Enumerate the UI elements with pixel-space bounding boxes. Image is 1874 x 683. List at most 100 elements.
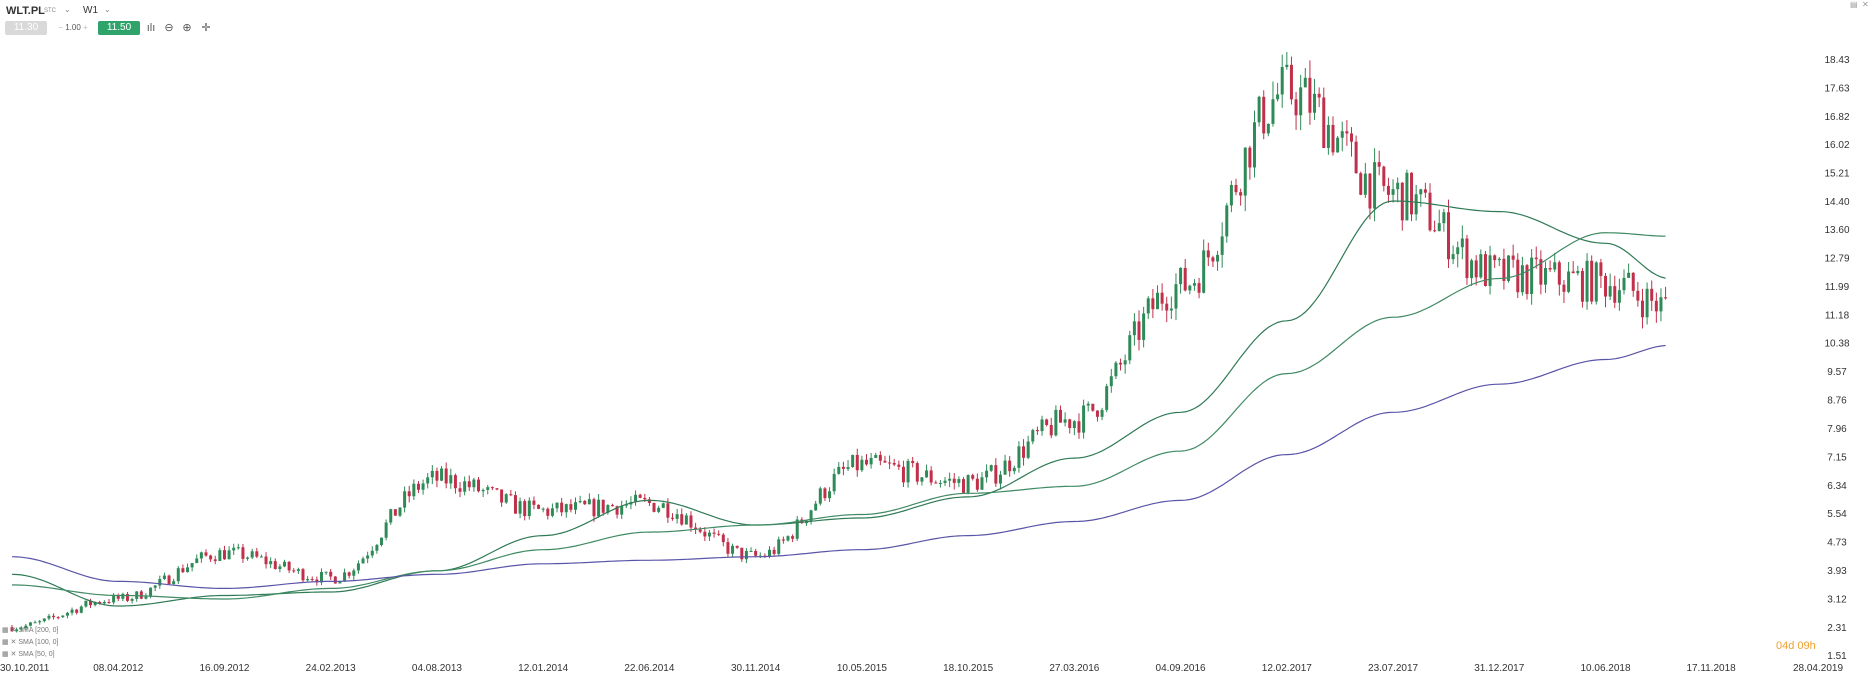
crosshair-icon[interactable]: ✛ bbox=[201, 22, 211, 34]
symbol-chevron-down-icon[interactable]: ⌄ bbox=[64, 5, 71, 14]
candle bbox=[421, 479, 425, 495]
candle-body bbox=[107, 601, 111, 603]
candle-body bbox=[361, 558, 365, 564]
candle-body bbox=[541, 508, 545, 510]
candle bbox=[347, 571, 351, 579]
candle-body bbox=[1049, 424, 1053, 436]
candle-body bbox=[130, 598, 134, 601]
candle bbox=[158, 575, 162, 589]
candle bbox=[1234, 178, 1238, 196]
symbol-label[interactable]: WLT.PL bbox=[6, 5, 45, 17]
candle-body bbox=[998, 474, 1002, 484]
window-mode-icon[interactable]: ▤ bbox=[1850, 0, 1858, 9]
candle bbox=[1368, 172, 1372, 220]
candle-body bbox=[144, 596, 148, 599]
candle-body bbox=[615, 506, 619, 515]
x-tick-label: 04.08.2013 bbox=[412, 663, 462, 674]
zoom-in-icon[interactable]: ⊕ bbox=[182, 22, 192, 34]
candle-body bbox=[1271, 99, 1275, 124]
candle-body bbox=[574, 502, 578, 510]
close-icon[interactable]: ✕ bbox=[1862, 0, 1869, 9]
candle-body bbox=[389, 509, 393, 523]
candle bbox=[1313, 78, 1317, 120]
candle bbox=[440, 466, 444, 482]
chart-type-icon[interactable]: ılı bbox=[146, 22, 156, 34]
candle-body bbox=[564, 504, 568, 513]
candle-body bbox=[407, 491, 411, 497]
candle bbox=[310, 576, 314, 582]
candle bbox=[1137, 310, 1141, 351]
candle-body bbox=[1192, 283, 1196, 286]
timeframe-chevron-down-icon[interactable]: ⌄ bbox=[104, 5, 111, 14]
candle-body bbox=[1414, 194, 1418, 215]
candle bbox=[1599, 258, 1603, 289]
candle-body bbox=[1465, 238, 1469, 279]
indicator-sma-100[interactable]: ▦ ✕ SMA [100, 0] bbox=[2, 639, 59, 646]
candle bbox=[343, 568, 347, 582]
candle-body bbox=[1183, 267, 1187, 291]
candle-body bbox=[1488, 255, 1492, 286]
candle-body bbox=[874, 454, 878, 458]
candle-body bbox=[721, 534, 725, 543]
candle bbox=[518, 497, 522, 519]
buy-button[interactable]: 11.50 bbox=[98, 21, 140, 35]
candle bbox=[1035, 426, 1039, 435]
candle bbox=[998, 470, 1002, 490]
candle bbox=[259, 554, 263, 558]
candle-body bbox=[1252, 122, 1256, 168]
price-axis: 18.43 17.63 16.82 16.02 15.21 14.40 13.60 12.79… bbox=[1824, 55, 1849, 662]
candle bbox=[296, 567, 300, 574]
candle bbox=[255, 547, 259, 559]
y-tick-label: 7.15 bbox=[1827, 452, 1847, 463]
quantity-stepper[interactable]: − 1.00 + bbox=[52, 21, 94, 35]
candle bbox=[1433, 220, 1437, 233]
candle bbox=[763, 553, 767, 558]
candle bbox=[1248, 145, 1252, 180]
candle bbox=[389, 508, 393, 525]
candle-body bbox=[1188, 285, 1192, 291]
candle-body bbox=[1516, 259, 1520, 293]
candle bbox=[971, 473, 975, 481]
candle-body bbox=[1359, 173, 1363, 195]
candle bbox=[435, 467, 439, 488]
candle-body bbox=[186, 567, 190, 573]
candle bbox=[1613, 275, 1617, 309]
candle-body bbox=[176, 568, 180, 582]
y-tick-label: 2.31 bbox=[1827, 623, 1847, 634]
candle-body bbox=[1239, 192, 1243, 196]
candle-body bbox=[310, 579, 314, 581]
candle-body bbox=[1026, 441, 1030, 458]
indicator-sma-50[interactable]: ▦ ✕ SMA [50, 0] bbox=[2, 651, 55, 658]
candle-body bbox=[546, 508, 550, 516]
candle bbox=[1636, 281, 1640, 307]
candle-body bbox=[1179, 267, 1183, 285]
candle-body bbox=[1604, 275, 1608, 297]
candle-body bbox=[273, 561, 277, 570]
y-tick-label: 12.79 bbox=[1824, 254, 1849, 265]
candle bbox=[167, 574, 171, 585]
zoom-out-icon[interactable]: ⊖ bbox=[164, 22, 174, 34]
candle-body bbox=[537, 504, 541, 509]
candle-body bbox=[366, 555, 370, 559]
candle bbox=[1257, 95, 1261, 127]
candle bbox=[153, 585, 157, 592]
indicator-sma-200[interactable]: ▦ ✕ SMA [200, 0] bbox=[2, 627, 59, 634]
plus-icon[interactable]: + bbox=[83, 23, 88, 32]
candle bbox=[75, 608, 79, 615]
quantity-value[interactable]: 1.00 bbox=[65, 23, 81, 32]
candle-body bbox=[606, 505, 610, 513]
minus-icon[interactable]: − bbox=[58, 23, 63, 32]
candle bbox=[1169, 296, 1173, 319]
candle-body bbox=[370, 550, 374, 556]
candle bbox=[1410, 172, 1414, 222]
candle-body bbox=[703, 531, 707, 537]
candle-body bbox=[828, 491, 832, 499]
candle bbox=[929, 466, 933, 486]
sell-button[interactable]: 11.30 bbox=[5, 21, 47, 35]
candle-body bbox=[33, 622, 37, 624]
timeframe-selector[interactable]: W1 bbox=[83, 5, 98, 16]
candle bbox=[477, 476, 481, 493]
candle-body bbox=[698, 529, 702, 532]
candle bbox=[610, 503, 614, 507]
